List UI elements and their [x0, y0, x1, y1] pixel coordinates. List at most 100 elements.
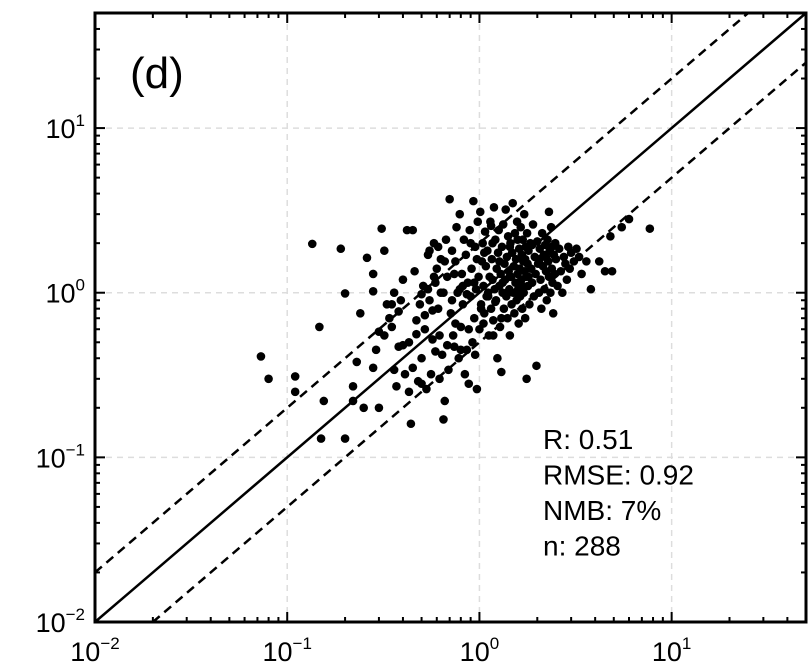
data-point: [445, 194, 454, 204]
y-tick-label: 10−1: [36, 440, 85, 473]
data-point: [514, 319, 523, 328]
data-point: [505, 331, 515, 340]
data-point: [456, 345, 466, 355]
data-point: [510, 308, 519, 318]
data-point: [462, 289, 472, 299]
data-point: [536, 275, 545, 284]
data-point: [499, 304, 509, 313]
data-point: [554, 244, 564, 254]
x-tick-label: 100: [460, 634, 500, 667]
data-point: [392, 382, 401, 391]
data-point: [562, 275, 572, 284]
data-point: [432, 264, 442, 273]
data-point: [394, 307, 403, 316]
data-point: [348, 396, 358, 406]
data-point: [606, 232, 615, 241]
data-point: [508, 198, 518, 208]
data-point: [548, 308, 558, 318]
data-point: [572, 244, 581, 254]
data-point: [290, 387, 300, 397]
data-point: [462, 345, 472, 355]
data-point: [290, 372, 300, 381]
data-point: [517, 304, 527, 313]
data-point: [464, 324, 474, 334]
grid-lines: [95, 13, 806, 622]
y-tick-label: 101: [45, 111, 85, 144]
data-point: [498, 278, 507, 288]
data-point: [387, 322, 397, 332]
panel-label: (d): [130, 49, 184, 98]
data-point: [469, 278, 479, 288]
data-point: [447, 246, 457, 255]
data-point: [474, 272, 483, 282]
data-point: [423, 284, 433, 294]
stats-box: R: 0.51 RMSE: 0.92 NMB: 7% n: 288: [543, 424, 694, 562]
data-point: [455, 284, 465, 294]
data-point: [362, 253, 372, 263]
data-point: [497, 242, 507, 252]
data-point: [497, 313, 506, 323]
data-point: [469, 313, 479, 323]
data-point: [537, 228, 547, 238]
data-point: [428, 306, 437, 315]
data-point: [412, 329, 421, 339]
data-point: [417, 289, 426, 299]
stat-line: R: 0.51: [543, 424, 633, 455]
data-point: [522, 374, 531, 384]
data-point: [488, 315, 498, 325]
data-point: [406, 419, 416, 429]
data-point: [439, 415, 448, 424]
data-point: [488, 238, 497, 248]
data-point: [451, 319, 460, 328]
data-point: [408, 225, 418, 235]
data-point: [513, 235, 522, 244]
data-point: [446, 308, 456, 318]
data-point: [520, 313, 530, 323]
data-point: [355, 308, 365, 318]
data-point: [483, 292, 493, 301]
x-tick-label: 101: [652, 634, 692, 667]
data-point: [546, 222, 556, 232]
data-point: [452, 222, 461, 232]
data-point: [546, 288, 555, 298]
data-point: [437, 350, 447, 360]
data-point: [385, 313, 394, 323]
data-point: [435, 374, 444, 384]
data-point: [449, 269, 459, 279]
data-point: [454, 353, 463, 363]
data-point: [510, 228, 520, 238]
data-point: [420, 310, 430, 320]
data-point: [380, 331, 389, 340]
data-point: [389, 365, 399, 375]
data-point: [547, 242, 557, 252]
data-point: [440, 257, 450, 266]
data-point: [442, 272, 452, 282]
data-point: [400, 369, 410, 379]
data-point: [467, 264, 476, 273]
data-point: [307, 239, 317, 249]
data-point: [340, 289, 350, 298]
data-point: [525, 300, 534, 309]
data-point: [470, 350, 480, 360]
x-tick-label: 10−1: [262, 634, 311, 667]
data-point: [315, 322, 324, 332]
data-point: [387, 300, 397, 309]
data-point: [368, 269, 378, 279]
data-point: [544, 207, 554, 217]
data-point: [415, 300, 425, 309]
data-point: [359, 403, 369, 413]
data-point: [559, 252, 569, 262]
data-point: [380, 246, 389, 255]
data-point: [503, 313, 512, 323]
data-point: [441, 235, 451, 244]
data-point: [412, 315, 421, 325]
data-point: [444, 365, 453, 375]
data-point: [487, 254, 497, 264]
data-point: [645, 224, 655, 233]
data-point: [505, 272, 515, 282]
y-tick-label: 10−2: [36, 605, 85, 638]
data-point: [532, 361, 541, 371]
x-tick-label: 10−2: [70, 634, 119, 667]
data-point: [565, 264, 575, 273]
data-point: [505, 242, 515, 252]
